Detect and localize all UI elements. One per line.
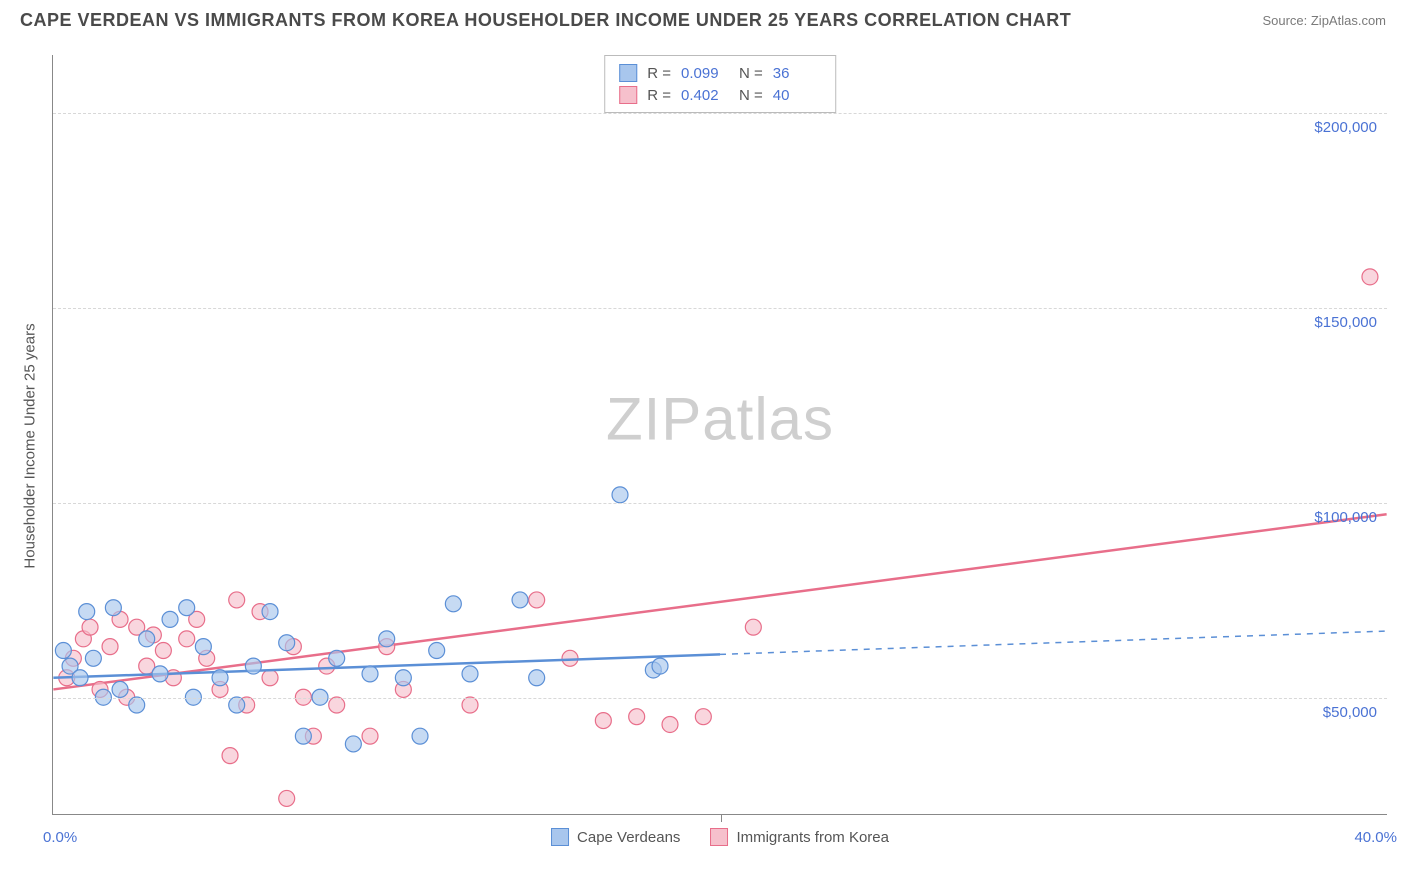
y-axis-label: Householder Income Under 25 years	[22, 323, 39, 568]
series-legend: Cape Verdeans Immigrants from Korea	[551, 828, 889, 846]
x-tick-max: 40.0%	[1354, 829, 1397, 846]
x-tick-min: 0.0%	[43, 829, 77, 846]
legend-label-blue: Cape Verdeans	[577, 829, 680, 846]
swatch-pink	[619, 86, 637, 104]
y-tick-label: $150,000	[1314, 314, 1377, 331]
legend-label-pink: Immigrants from Korea	[736, 829, 889, 846]
chart-plot-area: ZIPatlas R = 0.099 N = 36 R = 0.402 N = …	[52, 55, 1387, 815]
gridline	[53, 698, 1387, 699]
chart-title: CAPE VERDEAN VS IMMIGRANTS FROM KOREA HO…	[20, 10, 1071, 31]
legend-item-blue: Cape Verdeans	[551, 828, 680, 846]
x-tick	[721, 814, 722, 822]
n-value-blue: 36	[773, 65, 821, 82]
n-label: N =	[739, 87, 763, 104]
swatch-pink-bottom	[710, 828, 728, 846]
gridline	[53, 113, 1387, 114]
r-label: R =	[647, 65, 671, 82]
swatch-blue	[619, 64, 637, 82]
gridline	[53, 308, 1387, 309]
n-value-pink: 40	[773, 87, 821, 104]
legend-row-pink: R = 0.402 N = 40	[619, 84, 821, 106]
y-tick-label: $100,000	[1314, 509, 1377, 526]
y-tick-label: $200,000	[1314, 119, 1377, 136]
r-value-pink: 0.402	[681, 87, 729, 104]
legend-item-pink: Immigrants from Korea	[710, 828, 889, 846]
r-label: R =	[647, 87, 671, 104]
y-tick-label: $50,000	[1323, 704, 1377, 721]
correlation-legend: R = 0.099 N = 36 R = 0.402 N = 40	[604, 55, 836, 113]
gridline	[53, 503, 1387, 504]
source-label: Source: ZipAtlas.com	[1262, 13, 1386, 28]
r-value-blue: 0.099	[681, 65, 729, 82]
n-label: N =	[739, 65, 763, 82]
scatter-svg	[53, 55, 1387, 814]
legend-row-blue: R = 0.099 N = 36	[619, 62, 821, 84]
swatch-blue-bottom	[551, 828, 569, 846]
